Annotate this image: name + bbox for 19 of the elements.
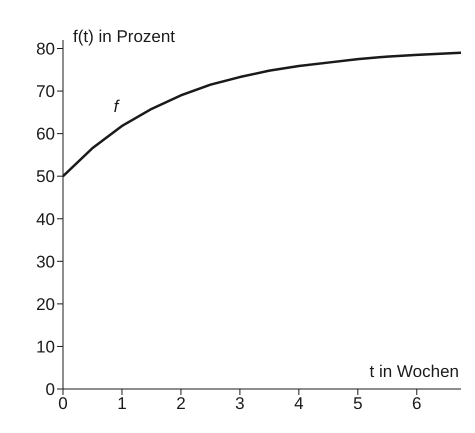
x-tick-label: 5: [353, 394, 363, 414]
y-axis-title: f(t) in Prozent: [73, 27, 176, 46]
y-tick-label: 80: [36, 40, 55, 59]
y-tick-label: 40: [36, 210, 55, 229]
y-tick-label: 70: [36, 82, 55, 102]
x-tick-label: 1: [117, 394, 127, 414]
x-tick-label: 0: [58, 394, 68, 414]
y-tick-label: 0: [46, 380, 55, 400]
y-tick-label: 60: [36, 124, 55, 144]
x-tick-label: 3: [235, 394, 245, 414]
y-tick-label: 10: [36, 337, 55, 356]
y-tick-label: 50: [36, 167, 55, 186]
y-tick-label: 30: [36, 252, 55, 272]
x-tick-label: 6: [412, 394, 422, 414]
x-tick-label: 4: [294, 394, 304, 414]
x-axis-title: t in Wochen: [370, 362, 459, 381]
annotation: f: [114, 96, 121, 116]
y-tick-label: 20: [36, 294, 55, 314]
x-tick-label: 2: [176, 394, 186, 414]
